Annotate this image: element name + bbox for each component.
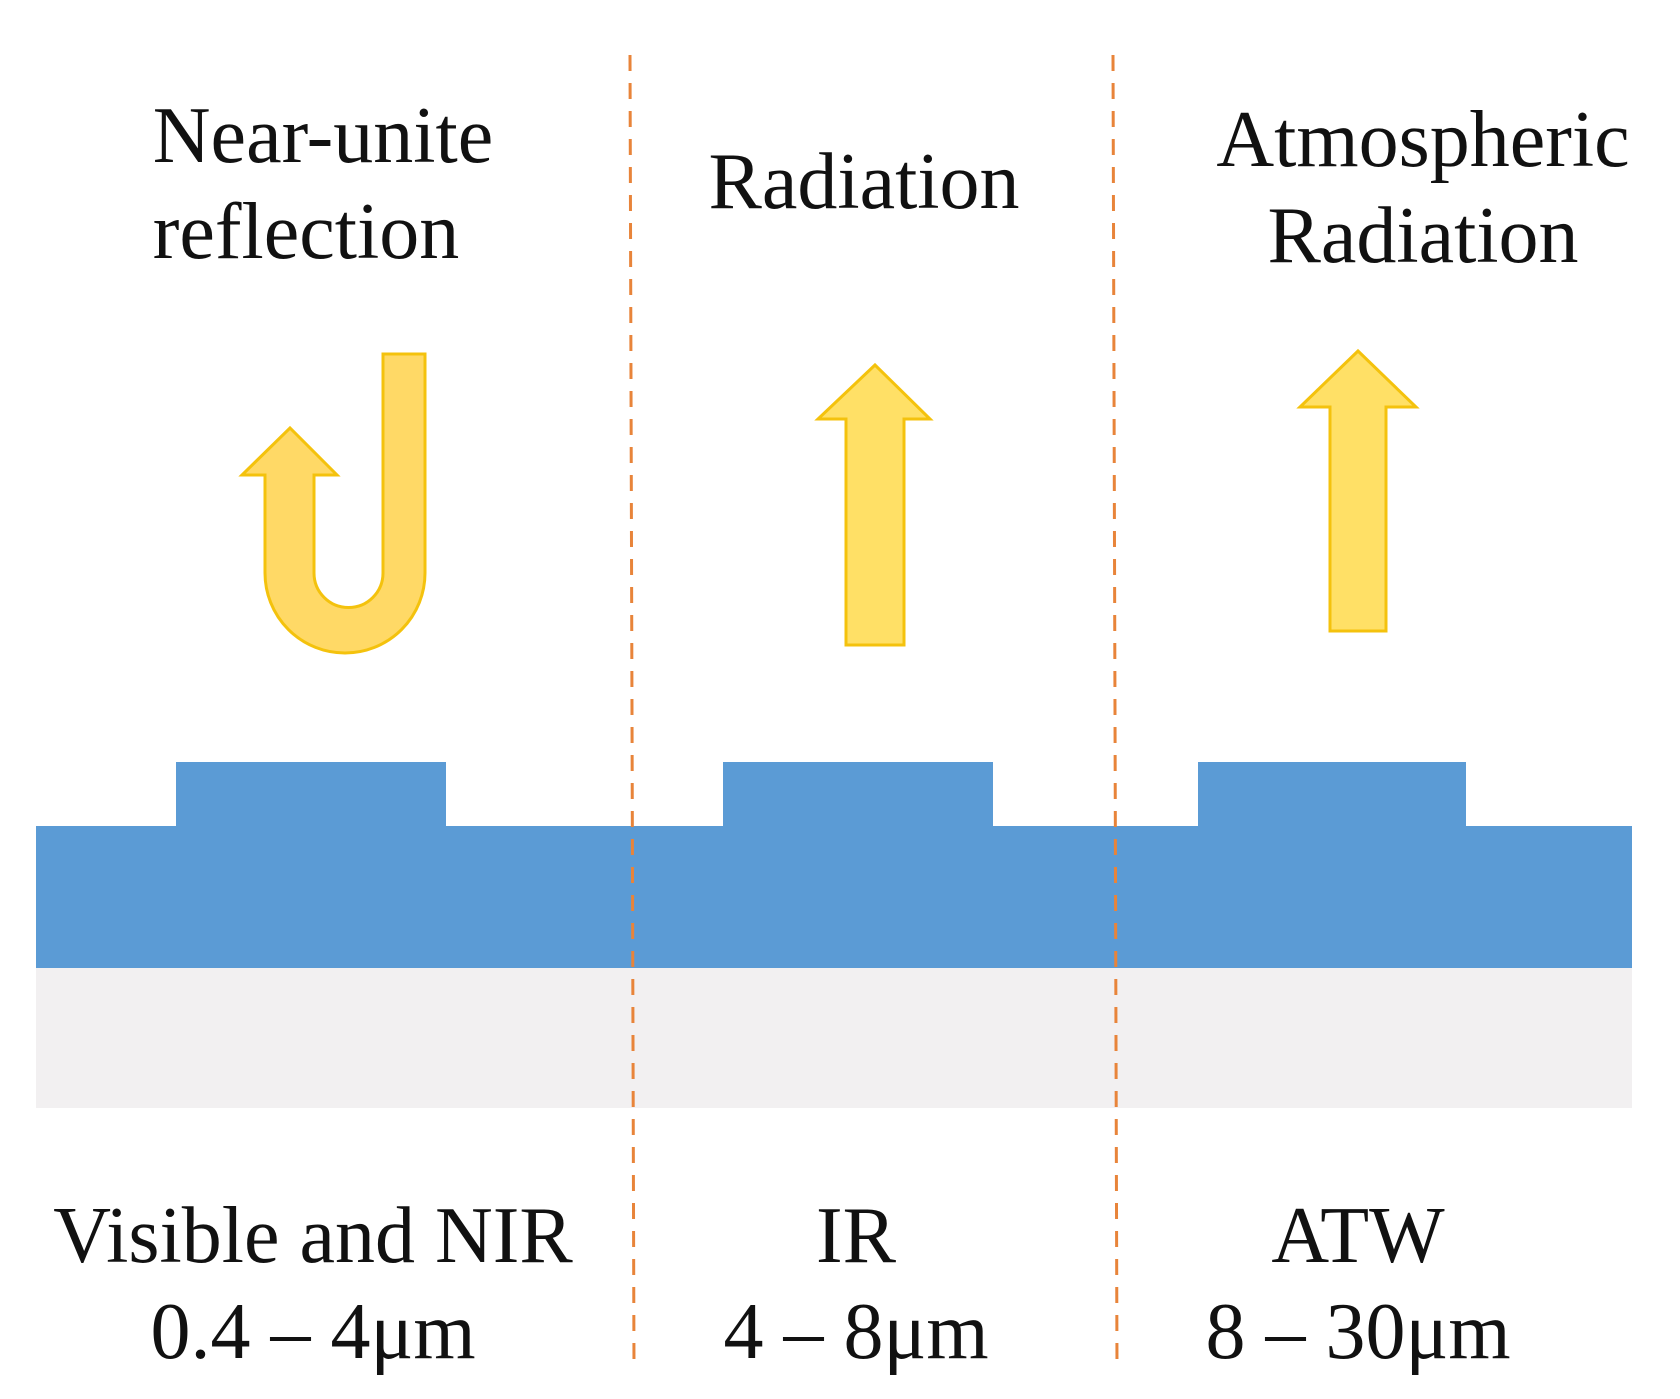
coating-block-atw: [1198, 762, 1466, 828]
top-label-ir: Radiation: [708, 138, 1020, 226]
coating-block-visible-nir: [176, 762, 446, 828]
u-turn-arrow-icon: [238, 352, 427, 655]
top-label-atw-line-2: Radiation: [1267, 192, 1579, 280]
up-arrow-icon: [814, 362, 934, 647]
top-label-visible-nir-line-1: Near-unite: [152, 92, 494, 180]
band-label-atw: ATW: [1271, 1192, 1445, 1280]
divider-line-2: [1111, 54, 1119, 1371]
band-range-ir: 4 – 8μm: [723, 1288, 989, 1376]
up-arrow-icon: [1296, 348, 1420, 633]
band-label-visible-nir: Visible and NIR: [53, 1192, 573, 1280]
divider-line-1: [628, 54, 636, 1371]
band-range-visible-nir: 0.4 – 4μm: [150, 1288, 476, 1376]
substrate-layer: [36, 968, 1632, 1108]
band-range-atw: 8 – 30μm: [1205, 1288, 1511, 1376]
coating-layer: [36, 826, 1632, 968]
top-label-visible-nir-line-2: reflection: [152, 188, 460, 276]
band-label-ir: IR: [816, 1192, 896, 1280]
top-label-atw-line-1: Atmospheric: [1216, 96, 1630, 184]
coating-block-ir: [723, 762, 993, 828]
